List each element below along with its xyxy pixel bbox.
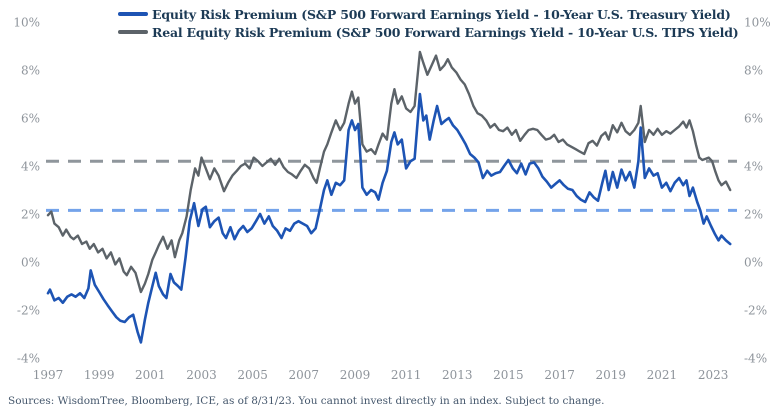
y-axis-tick-label-right: 0% — [744, 256, 763, 270]
legend-item-real-equity-risk-premium: Real Equity Risk Premium (S&P 500 Forwar… — [118, 23, 739, 41]
y-axis-tick-label-left: 2% — [21, 208, 40, 222]
y-axis-tick-label-left: 10% — [13, 16, 40, 30]
equity-risk-premium-line — [46, 92, 732, 344]
x-axis-tick-label: 1997 — [33, 368, 64, 382]
x-axis-tick-label: 2015 — [493, 368, 524, 382]
x-axis-tick-label: 2013 — [442, 368, 473, 382]
y-axis-tick-label-right: 4% — [744, 160, 763, 174]
x-axis-tick-label: 2011 — [391, 368, 422, 382]
x-axis-tick-label: 1999 — [84, 368, 115, 382]
legend-label-equity-risk-premium: Equity Risk Premium (S&P 500 Forward Ear… — [152, 6, 731, 22]
source-note: Sources: WisdomTree, Bloomberg, ICE, as … — [8, 395, 605, 407]
x-axis-tick-label: 2023 — [698, 368, 729, 382]
y-axis-tick-label-left: 0% — [21, 256, 40, 270]
chart-legend: Equity Risk Premium (S&P 500 Forward Ear… — [118, 5, 739, 41]
x-axis-tick-label: 2017 — [544, 368, 575, 382]
legend-line-swatch-gray — [118, 30, 148, 34]
y-axis-tick-label-left: 6% — [21, 112, 40, 126]
y-axis-tick-label-right: 2% — [744, 208, 763, 222]
y-axis-tick-label-right: 8% — [744, 64, 763, 78]
x-axis-tick-label: 2005 — [237, 368, 268, 382]
x-axis-tick-label: 2021 — [647, 368, 678, 382]
y-axis-tick-label-right: -4% — [744, 352, 767, 366]
y-axis-tick-label-left: -2% — [17, 304, 40, 318]
legend-item-equity-risk-premium: Equity Risk Premium (S&P 500 Forward Ear… — [118, 5, 739, 23]
y-axis-tick-label-left: 4% — [21, 160, 40, 174]
x-axis-tick-label: 2001 — [135, 368, 166, 382]
x-axis-tick-label: 2007 — [289, 368, 320, 382]
x-axis-tick-label: 2009 — [340, 368, 371, 382]
y-axis-tick-label-right: 6% — [744, 112, 763, 126]
real-equity-risk-premium-line — [46, 50, 732, 294]
x-axis-tick-label: 2003 — [186, 368, 217, 382]
y-axis-tick-label-right: -2% — [744, 304, 767, 318]
y-axis-tick-label-left: -4% — [17, 352, 40, 366]
legend-label-real-equity-risk-premium: Real Equity Risk Premium (S&P 500 Forwar… — [152, 24, 739, 40]
y-axis-tick-label-left: 8% — [21, 64, 40, 78]
x-axis-tick-label: 2019 — [596, 368, 627, 382]
legend-line-swatch-blue — [118, 12, 148, 16]
y-axis-tick-label-right: 10% — [744, 16, 771, 30]
